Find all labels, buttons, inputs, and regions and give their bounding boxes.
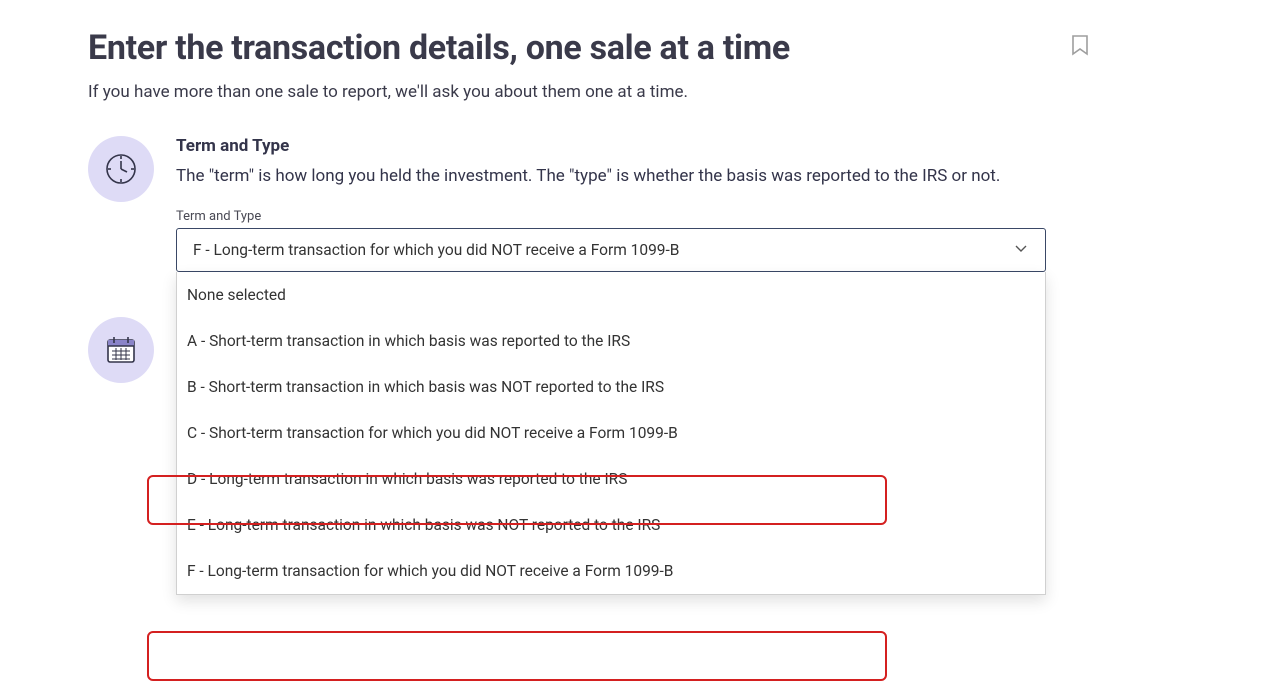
- term-type-select[interactable]: F - Long-term transaction for which you …: [176, 228, 1046, 272]
- field-label: Term and Type: [176, 209, 1189, 224]
- annotation-highlight: [147, 631, 887, 681]
- select-selected-value: F - Long-term transaction for which you …: [193, 241, 679, 259]
- page-title: Enter the transaction details, one sale …: [88, 28, 790, 68]
- term-type-dropdown: None selected A - Short-term transaction…: [176, 272, 1046, 595]
- dropdown-option[interactable]: None selected: [177, 272, 1045, 318]
- clock-icon: [88, 136, 154, 202]
- dropdown-option[interactable]: E - Long-term transaction in which basis…: [177, 502, 1045, 548]
- dropdown-option[interactable]: C - Short-term transaction for which you…: [177, 410, 1045, 456]
- dropdown-option[interactable]: D - Long-term transaction in which basis…: [177, 456, 1045, 502]
- calendar-icon: [88, 317, 154, 383]
- section-title: Term and Type: [176, 136, 1189, 156]
- dropdown-option[interactable]: B - Short-term transaction in which basi…: [177, 364, 1045, 410]
- dropdown-option[interactable]: A - Short-term transaction in which basi…: [177, 318, 1045, 364]
- chevron-down-icon: [1013, 240, 1029, 260]
- bookmark-icon[interactable]: [1071, 34, 1089, 60]
- section-desc: The "term" is how long you held the inve…: [176, 162, 1036, 191]
- dropdown-option[interactable]: F - Long-term transaction for which you …: [177, 548, 1045, 594]
- page-subhead: If you have more than one sale to report…: [88, 82, 1189, 102]
